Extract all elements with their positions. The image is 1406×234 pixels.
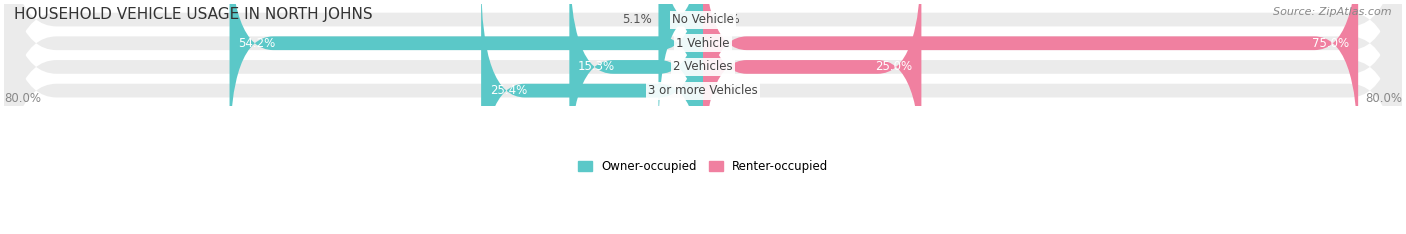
Text: 80.0%: 80.0% [4, 92, 41, 105]
FancyBboxPatch shape [4, 0, 1402, 155]
FancyBboxPatch shape [4, 0, 1402, 202]
Text: Source: ZipAtlas.com: Source: ZipAtlas.com [1274, 7, 1392, 17]
Legend: Owner-occupied, Renter-occupied: Owner-occupied, Renter-occupied [578, 161, 828, 173]
Text: No Vehicle: No Vehicle [672, 13, 734, 26]
FancyBboxPatch shape [569, 0, 703, 179]
Text: 5.1%: 5.1% [621, 13, 651, 26]
Text: 80.0%: 80.0% [1365, 92, 1402, 105]
FancyBboxPatch shape [229, 0, 703, 155]
Text: 2 Vehicles: 2 Vehicles [673, 60, 733, 73]
Text: 3 or more Vehicles: 3 or more Vehicles [648, 84, 758, 97]
Text: 25.0%: 25.0% [876, 60, 912, 73]
FancyBboxPatch shape [481, 0, 703, 202]
Text: 15.3%: 15.3% [578, 60, 616, 73]
FancyBboxPatch shape [658, 0, 703, 131]
Text: 54.2%: 54.2% [238, 37, 276, 50]
FancyBboxPatch shape [4, 0, 1402, 179]
FancyBboxPatch shape [4, 0, 1402, 226]
Text: 0.0%: 0.0% [710, 84, 740, 97]
Text: 25.4%: 25.4% [489, 84, 527, 97]
Text: 1 Vehicle: 1 Vehicle [676, 37, 730, 50]
Text: HOUSEHOLD VEHICLE USAGE IN NORTH JOHNS: HOUSEHOLD VEHICLE USAGE IN NORTH JOHNS [14, 7, 373, 22]
Text: 75.0%: 75.0% [1312, 37, 1350, 50]
Text: 0.0%: 0.0% [710, 13, 740, 26]
FancyBboxPatch shape [703, 0, 1358, 155]
FancyBboxPatch shape [703, 0, 921, 179]
